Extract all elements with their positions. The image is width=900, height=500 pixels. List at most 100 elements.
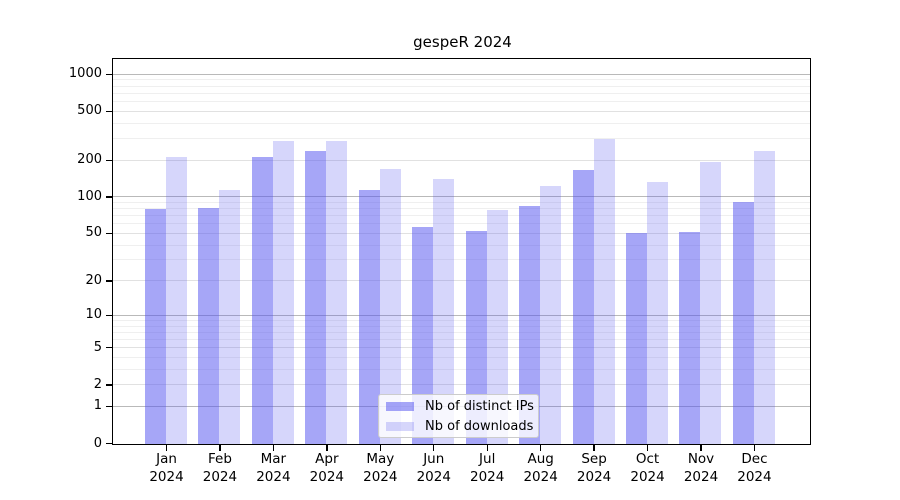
minor-gridline bbox=[113, 331, 811, 333]
plot-area bbox=[112, 58, 812, 446]
bar-distinct-ips-oct bbox=[625, 232, 647, 445]
minor-gridline bbox=[113, 325, 811, 327]
chart-title: gespeR 2024 bbox=[413, 33, 512, 51]
x-tick-mark bbox=[379, 445, 381, 451]
minor-gridline bbox=[113, 138, 811, 140]
bar-distinct-ips-nov bbox=[679, 231, 701, 445]
minor-gridline bbox=[113, 101, 811, 103]
minor-gridline bbox=[113, 85, 811, 87]
x-tick-label: Jul 2024 bbox=[470, 451, 505, 485]
bar-downloads-dec bbox=[753, 151, 775, 445]
x-tick-mark bbox=[219, 445, 221, 451]
minor-gridline bbox=[113, 223, 811, 225]
y-tick-mark bbox=[106, 73, 113, 76]
bar-downloads-sep bbox=[593, 138, 615, 445]
gridline bbox=[113, 280, 811, 282]
y-tick-mark bbox=[106, 232, 113, 235]
x-tick-mark bbox=[326, 445, 328, 451]
y-tick-label: 500 bbox=[77, 103, 102, 119]
y-tick-label: 50 bbox=[85, 225, 102, 241]
gridline bbox=[113, 110, 811, 112]
x-tick-label: Sep 2024 bbox=[576, 451, 612, 485]
y-tick-label: 200 bbox=[77, 152, 102, 168]
x-tick-mark bbox=[539, 445, 542, 451]
y-tick-mark bbox=[106, 159, 113, 161]
y-tick-label: 20 bbox=[85, 272, 102, 288]
x-tick-mark bbox=[753, 445, 756, 451]
x-tick-label: Dec 2024 bbox=[737, 451, 772, 485]
x-tick-mark bbox=[272, 445, 275, 451]
x-tick-label: Jun 2024 bbox=[416, 451, 451, 485]
y-tick-mark bbox=[106, 347, 113, 349]
minor-gridline bbox=[113, 356, 811, 358]
downloads-swatch bbox=[386, 421, 414, 431]
bar-distinct-ips-may bbox=[358, 190, 380, 445]
y-tick-label: 10 bbox=[85, 307, 102, 323]
bar-downloads-mar bbox=[272, 140, 294, 445]
y-tick-label: 1000 bbox=[68, 66, 102, 82]
bar-downloads-oct bbox=[646, 181, 668, 445]
y-tick-label: 1 bbox=[93, 398, 102, 414]
x-tick-label: Oct 2024 bbox=[630, 451, 665, 485]
bar-downloads-jan bbox=[165, 157, 187, 445]
y-tick-mark bbox=[106, 196, 113, 198]
bar-distinct-ips-jul bbox=[465, 230, 487, 445]
bar-distinct-ips-feb bbox=[198, 207, 220, 445]
legend: Nb of distinct IPs Nb of downloads bbox=[378, 394, 539, 438]
bar-downloads-may bbox=[379, 168, 401, 445]
y-tick-label: 2 bbox=[93, 376, 102, 392]
minor-gridline bbox=[113, 201, 811, 203]
major-gridline bbox=[113, 73, 811, 75]
bar-downloads-nov bbox=[700, 161, 722, 445]
x-tick-mark bbox=[486, 445, 488, 451]
bar-downloads-jul bbox=[486, 210, 508, 445]
legend-item-downloads: Nb of downloads bbox=[386, 418, 538, 435]
bar-downloads-jun bbox=[433, 178, 455, 445]
legend-item-distinct-ips: Nb of distinct IPs bbox=[386, 398, 538, 415]
minor-gridline bbox=[113, 92, 811, 94]
minor-gridline bbox=[113, 259, 811, 261]
bar-distinct-ips-apr bbox=[305, 151, 327, 445]
y-tick-mark bbox=[106, 384, 113, 386]
x-tick-label: Apr 2024 bbox=[309, 451, 345, 485]
minor-gridline bbox=[113, 319, 811, 321]
x-tick-mark bbox=[646, 445, 649, 451]
gridline bbox=[113, 384, 811, 386]
y-tick-mark bbox=[106, 280, 113, 282]
minor-gridline bbox=[113, 215, 811, 217]
x-tick-label: Jan 2024 bbox=[149, 451, 184, 485]
minor-gridline bbox=[113, 368, 811, 370]
x-tick-label: Nov 2024 bbox=[683, 451, 719, 485]
y-tick-mark bbox=[106, 314, 113, 317]
gridline bbox=[113, 347, 811, 349]
y-tick-label: 0 bbox=[93, 435, 102, 451]
legend-label-downloads: Nb of downloads bbox=[425, 418, 534, 434]
x-tick-label: Aug 2024 bbox=[523, 451, 558, 485]
legend-label-distinct-ips: Nb of distinct IPs bbox=[425, 398, 534, 414]
minor-gridline bbox=[113, 208, 811, 210]
minor-gridline bbox=[113, 122, 811, 124]
y-tick-mark bbox=[106, 110, 113, 113]
bar-downloads-apr bbox=[326, 140, 348, 445]
x-tick-mark bbox=[700, 445, 702, 451]
minor-gridline bbox=[113, 244, 811, 246]
y-tick-mark bbox=[106, 442, 113, 445]
bar-downloads-aug bbox=[540, 185, 562, 445]
bar-distinct-ips-mar bbox=[251, 157, 273, 445]
major-gridline bbox=[113, 196, 811, 198]
gridline bbox=[113, 159, 811, 161]
bar-distinct-ips-sep bbox=[572, 170, 594, 445]
x-tick-label: Feb 2024 bbox=[202, 451, 238, 485]
minor-gridline bbox=[113, 79, 811, 81]
x-tick-label: Mar 2024 bbox=[256, 451, 291, 485]
y-tick-mark bbox=[106, 405, 113, 408]
y-tick-label: 100 bbox=[77, 188, 102, 204]
major-gridline bbox=[113, 314, 811, 316]
bar-distinct-ips-jan bbox=[144, 209, 166, 445]
x-tick-mark bbox=[433, 445, 435, 451]
x-tick-mark bbox=[593, 445, 595, 451]
bar-distinct-ips-aug bbox=[519, 205, 541, 445]
bar-distinct-ips-dec bbox=[732, 201, 754, 445]
x-tick-label: May 2024 bbox=[363, 451, 398, 485]
